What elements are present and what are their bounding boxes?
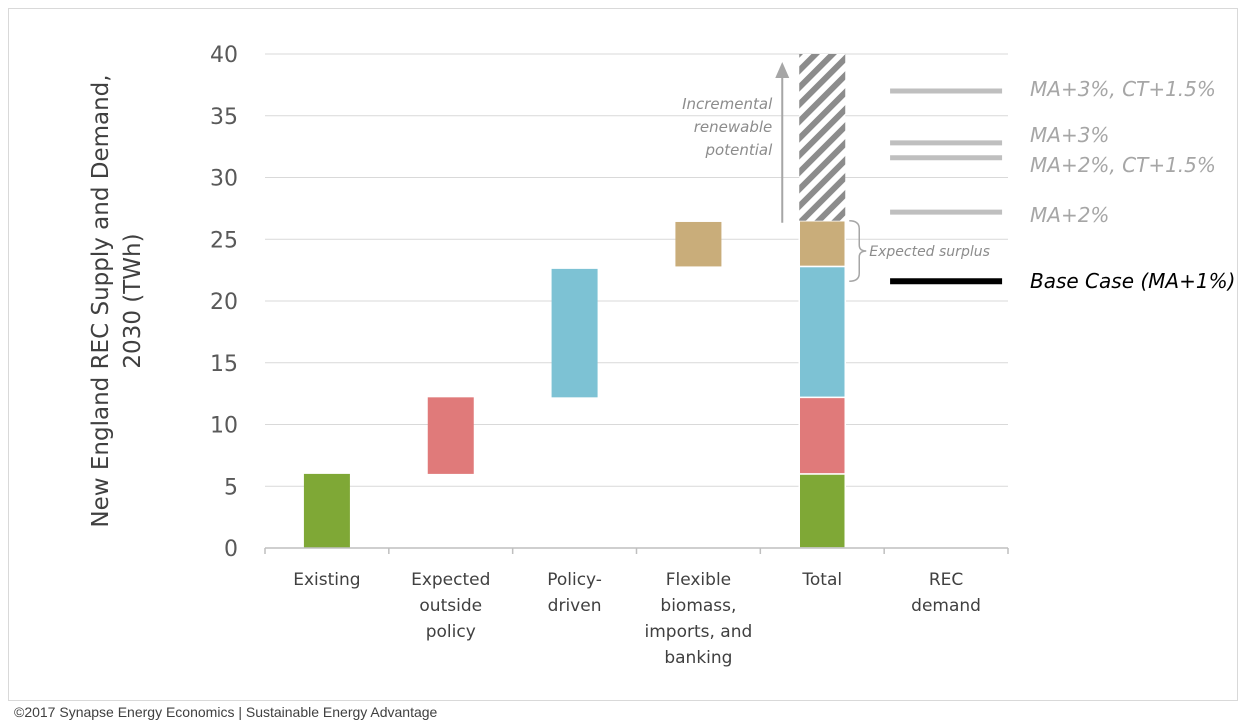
y-tick-label: 10: [210, 414, 238, 439]
incremental-potential-label: Incremental renewable potential: [682, 95, 773, 159]
bar-flexible: [675, 221, 722, 267]
incremental-arrow-head: [775, 62, 790, 78]
total-bar-policy: [798, 265, 846, 399]
y-tick-label: 25: [210, 228, 238, 253]
expected-surplus-brace: [849, 219, 867, 282]
gridlines: [265, 53, 1008, 487]
demand-label: Base Case (MA+1%): [1030, 269, 1235, 293]
bar-outside: [427, 397, 474, 474]
y-tick-label: 20: [210, 290, 238, 315]
y-tick-label: 35: [210, 105, 238, 130]
total-bar-incremental-potential: [799, 54, 846, 221]
category-label-policy: Policy-driven: [547, 570, 602, 616]
total-bar-existing: [798, 473, 846, 549]
y-tick-label: 0: [224, 537, 238, 562]
category-label-total: Total: [801, 570, 842, 590]
total-bar-flexible: [798, 219, 846, 268]
bar-policy: [551, 268, 598, 398]
category-labels: Existing Expected outside policy Policy-driv…: [293, 570, 981, 668]
category-label-outside: Expected outside policy: [411, 570, 490, 642]
x-axis: [264, 547, 1009, 554]
demand-label: MA+2%, CT+1.5%: [1030, 153, 1216, 177]
y-axis-ticks: 0 5 10 15 20 25 30 35 40: [210, 43, 238, 562]
bars: [303, 54, 846, 549]
category-label-flexible: Flexible biomass, imports, and banking: [645, 570, 753, 668]
bar-existing: [303, 473, 350, 548]
y-tick-label: 40: [210, 43, 238, 68]
demand-label: MA+2%: [1030, 203, 1109, 227]
chart-frame: [8, 8, 1238, 701]
expected-surplus-label: Expected surplus: [869, 244, 990, 260]
y-tick-label: 30: [210, 167, 238, 192]
total-bar-outside: [798, 396, 846, 475]
y-axis-title: New England REC Supply and Demand, 2030 (…: [88, 74, 146, 527]
annotations: Incremental renewable potential Expected su…: [682, 62, 990, 282]
copyright-credit: ©2017 Synapse Energy Economics | Sustain…: [14, 704, 438, 720]
y-axis-label: New England REC Supply and Demand, 2030 (…: [88, 74, 146, 527]
demand-label: MA+3%: [1030, 123, 1109, 147]
y-tick-label: 5: [224, 475, 238, 500]
demand-scenarios: MA+3%, CT+1.5% MA+3% MA+2%, CT+1.5% MA+2% Ba…: [890, 77, 1235, 293]
category-label-existing: Existing: [293, 570, 360, 590]
demand-label: MA+3%, CT+1.5%: [1030, 77, 1216, 101]
category-label-rec-demand: REC demand: [911, 570, 981, 616]
y-tick-label: 15: [210, 352, 238, 377]
